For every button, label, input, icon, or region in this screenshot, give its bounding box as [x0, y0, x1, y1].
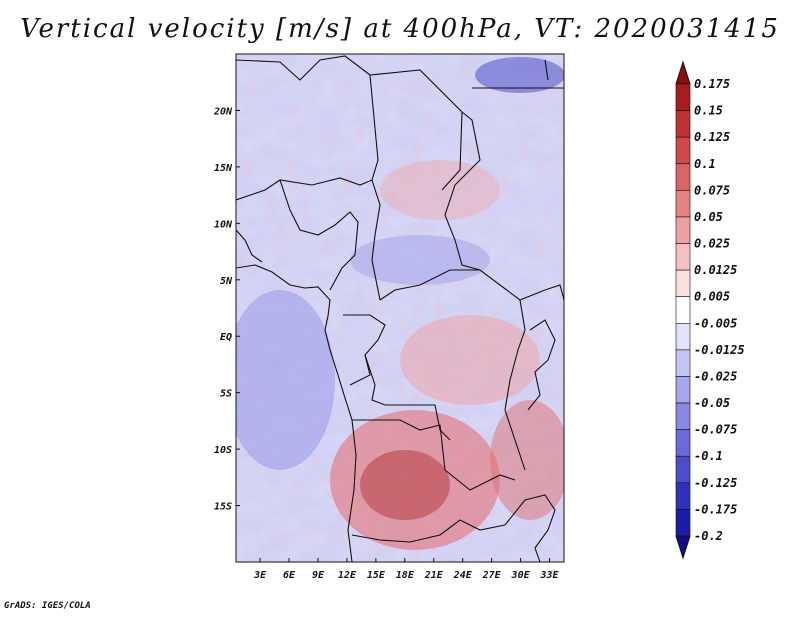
colorbar-bin: [675, 482, 691, 510]
colorbar-bin: [675, 269, 691, 298]
colorbar-label: 0.005: [694, 290, 730, 304]
colorbar-bin: [675, 83, 691, 111]
border-chad-sudan: [444, 111, 481, 271]
x-tick-label: 15E: [367, 570, 386, 581]
anomaly-negative-north: [475, 57, 564, 93]
colorbar-bottom-arrow: [675, 535, 691, 560]
border-north-east: [472, 59, 564, 89]
colorbar-label: 0.05: [694, 210, 723, 224]
y-axis: 20N 15N 10N 5N EQ 5S 10S 15S: [213, 106, 240, 513]
x-tick-label: 27E: [482, 570, 502, 581]
x-tick-label: 24E: [453, 570, 473, 581]
anomaly-negative-atlantic: [236, 290, 335, 470]
border-east-africa: [504, 284, 564, 471]
country-borders: [236, 55, 564, 562]
colorbar-label: 0.075: [694, 183, 730, 197]
x-tick-label: 30E: [511, 570, 531, 581]
colorbar-bin: [675, 429, 691, 457]
border-sahel-south: [236, 177, 373, 201]
x-axis: 3E 6E 9E 12E 15E 18E 21E 24E 27E 30E 33E: [253, 558, 560, 581]
y-tick-label: 15S: [214, 502, 232, 513]
grads-credit: GrADS: IGES/COLA: [4, 601, 91, 611]
colorbar-bin: [675, 509, 691, 537]
colorbar-label: 0.025: [694, 237, 730, 251]
colorbar-bin: [675, 190, 691, 218]
anomaly-positive-angola-core: [360, 450, 450, 520]
colorbar-bin: [675, 455, 691, 484]
y-tick-label: EQ: [220, 332, 232, 343]
x-tick-label: 33E: [539, 570, 559, 581]
colorbar-label: -0.025: [694, 369, 737, 383]
border-nigeria: [279, 179, 359, 291]
anomaly-positive-angola: [330, 410, 500, 550]
border-car: [379, 269, 546, 301]
x-tick-label: 6E: [283, 570, 296, 581]
x-tick-label: 18E: [396, 570, 415, 581]
coastline-west-africa: [236, 264, 357, 562]
colorbar-label: -0.125: [694, 476, 737, 490]
plot-frame: [235, 53, 565, 563]
border-drc-west: [364, 354, 451, 441]
anomaly-negative-sahel: [350, 235, 490, 285]
border-angola-south: [351, 519, 506, 543]
colorbar-bin: [675, 322, 691, 351]
y-tick-label: 5S: [220, 389, 232, 400]
y-tick-label: 15N: [214, 163, 233, 174]
anomaly-positive-sahara: [380, 160, 500, 220]
colorbar-label: 0.0125: [694, 263, 737, 277]
y-tick-label: 10S: [214, 445, 232, 456]
colorbar-label: 0.1: [694, 157, 716, 171]
y-tick-label: 10N: [214, 219, 233, 230]
x-tick-label: 12E: [338, 570, 357, 581]
colorbar-label: -0.1: [694, 449, 723, 463]
colorbar-bin: [675, 296, 691, 324]
border-niger-chad: [369, 74, 381, 301]
vertical-velocity-field: [236, 54, 564, 562]
x-tick-label: 3E: [253, 570, 267, 581]
colorbar-bin: [675, 110, 691, 138]
colorbar-label: -0.005: [694, 316, 737, 330]
colorbar-bin: [675, 243, 691, 271]
colorbar-label: 0.125: [694, 130, 730, 144]
colorbar-bin: [675, 349, 691, 377]
colorbar-bin: [675, 216, 691, 244]
anomaly-positive-east: [490, 400, 564, 520]
colorbar-label: -0.2: [694, 529, 723, 543]
colorbar-label: -0.05: [694, 396, 730, 410]
border-mauritania-mali: [236, 55, 463, 191]
y-tick-label: 20N: [213, 106, 233, 117]
anomaly-positive-central: [400, 315, 540, 405]
colorbar-label: -0.175: [694, 502, 737, 516]
border-cameroon-congo: [343, 314, 386, 386]
colorbar-bin: [675, 376, 691, 404]
border-south-east: [504, 494, 556, 562]
colorbar-label: -0.0125: [694, 343, 745, 357]
colorbar-bin: [675, 402, 691, 430]
colorbar-bin: [675, 136, 691, 165]
colorbar-bin: [675, 163, 691, 191]
chart-title: Vertical velocity [m/s] at 400hPa, VT: 2…: [20, 14, 780, 44]
colorbar-top-arrow: [675, 60, 691, 85]
y-tick-label: 5N: [220, 276, 233, 287]
colorbar-label: -0.075: [694, 423, 737, 437]
colorbar: 0.175 0.15 0.125 0.1 0.075 0.05 0.025 0.0125 0.0…: [675, 60, 745, 560]
border-lake-region: [527, 319, 556, 411]
colorbar-label: 0.175: [694, 77, 730, 91]
x-tick-label: 9E: [312, 570, 325, 581]
border-angola: [352, 419, 516, 491]
colorbar-label: 0.15: [694, 104, 723, 118]
x-tick-label: 21E: [424, 570, 444, 581]
border-west-coast-north: [236, 229, 263, 263]
